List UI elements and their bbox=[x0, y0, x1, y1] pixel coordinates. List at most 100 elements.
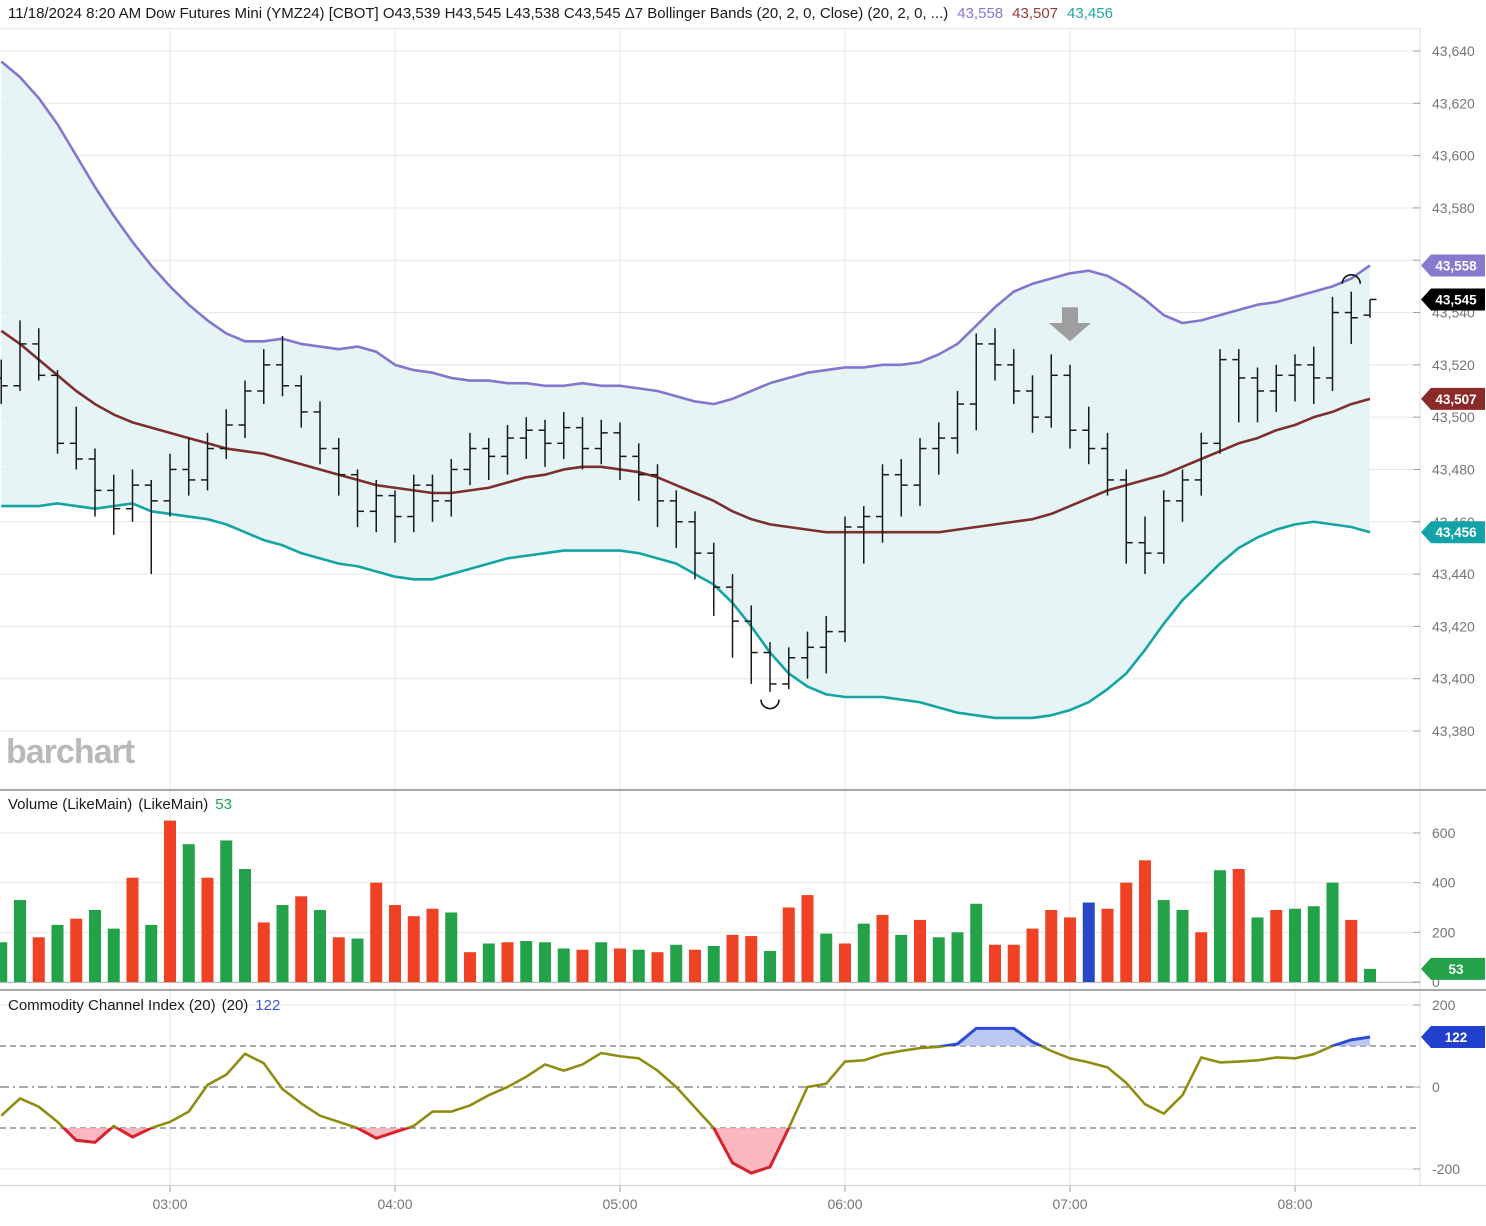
pane-divider-cci[interactable] bbox=[0, 989, 1486, 991]
volume-bar bbox=[614, 948, 626, 982]
volume-bar bbox=[351, 938, 364, 982]
volume-title-label: Volume (LikeMain) bbox=[8, 796, 133, 813]
volume-bar bbox=[1157, 900, 1170, 982]
volume-bar bbox=[182, 844, 195, 982]
price-axis-label: 43,600 bbox=[1432, 148, 1475, 164]
volume-bar bbox=[295, 896, 308, 982]
volume-bar bbox=[539, 942, 551, 982]
x-axis-label: 07:00 bbox=[1052, 1196, 1087, 1212]
price-badge-text: 43,558 bbox=[1435, 258, 1477, 273]
volume-bar bbox=[1307, 906, 1320, 982]
volume-bar bbox=[820, 933, 833, 982]
volume-bar bbox=[576, 949, 589, 982]
volume-bar bbox=[445, 912, 458, 982]
volume-bar bbox=[276, 905, 289, 982]
volume-bar bbox=[370, 882, 383, 982]
volume-bar bbox=[239, 869, 251, 982]
axis-badges: 43,558 43,545 43,507 43,456 53 122 bbox=[1421, 254, 1485, 1048]
price-badge-shape bbox=[1421, 387, 1485, 410]
x-axis-label: 08:00 bbox=[1277, 1196, 1312, 1212]
cci-over-fill bbox=[1, 1028, 1370, 1046]
volume-bar bbox=[1139, 860, 1151, 982]
cci-overbought-region bbox=[1, 1026, 1371, 1046]
volume-bar bbox=[1364, 968, 1376, 982]
volume-bar bbox=[70, 918, 83, 982]
volume-bar bbox=[764, 950, 776, 982]
volume-badge: 53 bbox=[1421, 957, 1485, 980]
price-badge-shape bbox=[1421, 288, 1485, 311]
volume-bar bbox=[876, 914, 889, 982]
volume-bar bbox=[1289, 908, 1301, 982]
price-axis-label: 43,440 bbox=[1432, 566, 1475, 582]
price-badge: 43,558 bbox=[1421, 254, 1485, 277]
volume-bar bbox=[1026, 928, 1039, 982]
price-axis-label: 43,520 bbox=[1432, 357, 1475, 373]
volume-bar bbox=[801, 895, 814, 982]
price-badge: 43,507 bbox=[1421, 387, 1485, 410]
volume-bar bbox=[14, 900, 26, 982]
volume-bar bbox=[1195, 932, 1208, 982]
cci-pane bbox=[0, 1026, 1420, 1175]
volume-bar bbox=[126, 877, 139, 982]
volume-bar bbox=[89, 909, 101, 982]
gray-down-arrow-icon bbox=[1049, 307, 1091, 342]
volume-bar bbox=[651, 952, 664, 982]
volume-bar bbox=[839, 943, 851, 982]
price-badge-text: 43,545 bbox=[1435, 292, 1477, 307]
volume-bar bbox=[314, 909, 326, 982]
arc-over-high-icon bbox=[1341, 273, 1362, 284]
pane-divider-volume[interactable] bbox=[0, 789, 1486, 791]
barchart-logo: barchart bbox=[6, 733, 135, 771]
header-info-text: 11/18/2024 8:20 AM Dow Futures Mini (YMZ… bbox=[8, 5, 949, 22]
cci-title-label: Commodity Channel Index (20) bbox=[8, 997, 216, 1014]
volume-axis-label: 200 bbox=[1432, 924, 1456, 940]
volume-badge-shape bbox=[1421, 957, 1485, 980]
price-axis-label: 43,640 bbox=[1432, 43, 1475, 59]
volume-bar bbox=[257, 922, 270, 982]
volume-bar bbox=[501, 942, 514, 982]
volume-panel-title: Volume (LikeMain) (LikeMain) 53 bbox=[8, 796, 232, 813]
volume-badge-text: 53 bbox=[1448, 962, 1464, 977]
volume-bar bbox=[164, 820, 176, 982]
volume-bar bbox=[145, 924, 158, 982]
price-axis-label: 43,380 bbox=[1432, 723, 1475, 739]
bollinger-lower-line bbox=[1, 502, 1371, 720]
volume-bar bbox=[989, 944, 1001, 982]
bollinger-band-fill bbox=[1, 61, 1370, 718]
price-axis-label: 43,500 bbox=[1432, 409, 1475, 425]
volume-current-value: 53 bbox=[215, 796, 232, 813]
volume-bar bbox=[1101, 908, 1114, 982]
price-axis-label: 43,580 bbox=[1432, 200, 1475, 216]
volume-bar bbox=[1082, 902, 1095, 982]
cci-current-value: 122 bbox=[255, 997, 281, 1014]
volume-bar bbox=[557, 948, 570, 982]
x-axis-label: 03:00 bbox=[152, 1196, 187, 1212]
volume-title-param: (LikeMain) bbox=[138, 796, 209, 813]
volume-bar bbox=[707, 945, 720, 982]
ohlc-bars bbox=[0, 291, 1377, 692]
volume-pane bbox=[0, 820, 1420, 983]
price-badge-text: 43,456 bbox=[1435, 525, 1477, 540]
arc-under-low-icon bbox=[760, 699, 780, 710]
volume-bar bbox=[107, 928, 120, 982]
cci-over-line bbox=[928, 1026, 1371, 1046]
volume-bar bbox=[482, 943, 495, 982]
right-axis: 43,64043,62043,60043,58043,56043,54043,5… bbox=[1413, 43, 1475, 1177]
volume-axis-label: 600 bbox=[1432, 825, 1456, 841]
cci-badge: 122 bbox=[1421, 1025, 1485, 1048]
bollinger-middle-line bbox=[0, 329, 1371, 534]
bollinger-upper-line bbox=[0, 60, 1371, 406]
volume-bar bbox=[51, 924, 64, 982]
volume-axis-label: 400 bbox=[1432, 875, 1456, 891]
volume-bar bbox=[1120, 882, 1133, 982]
cci-under-fill bbox=[1, 1128, 1370, 1174]
cci-axis-label: -200 bbox=[1432, 1161, 1460, 1177]
price-badge: 43,456 bbox=[1421, 521, 1485, 544]
volume-bar bbox=[951, 932, 964, 982]
volume-bar bbox=[32, 937, 45, 982]
volume-bar bbox=[1326, 882, 1339, 982]
cci-line bbox=[0, 1027, 1371, 1175]
volume-bar bbox=[0, 942, 8, 982]
